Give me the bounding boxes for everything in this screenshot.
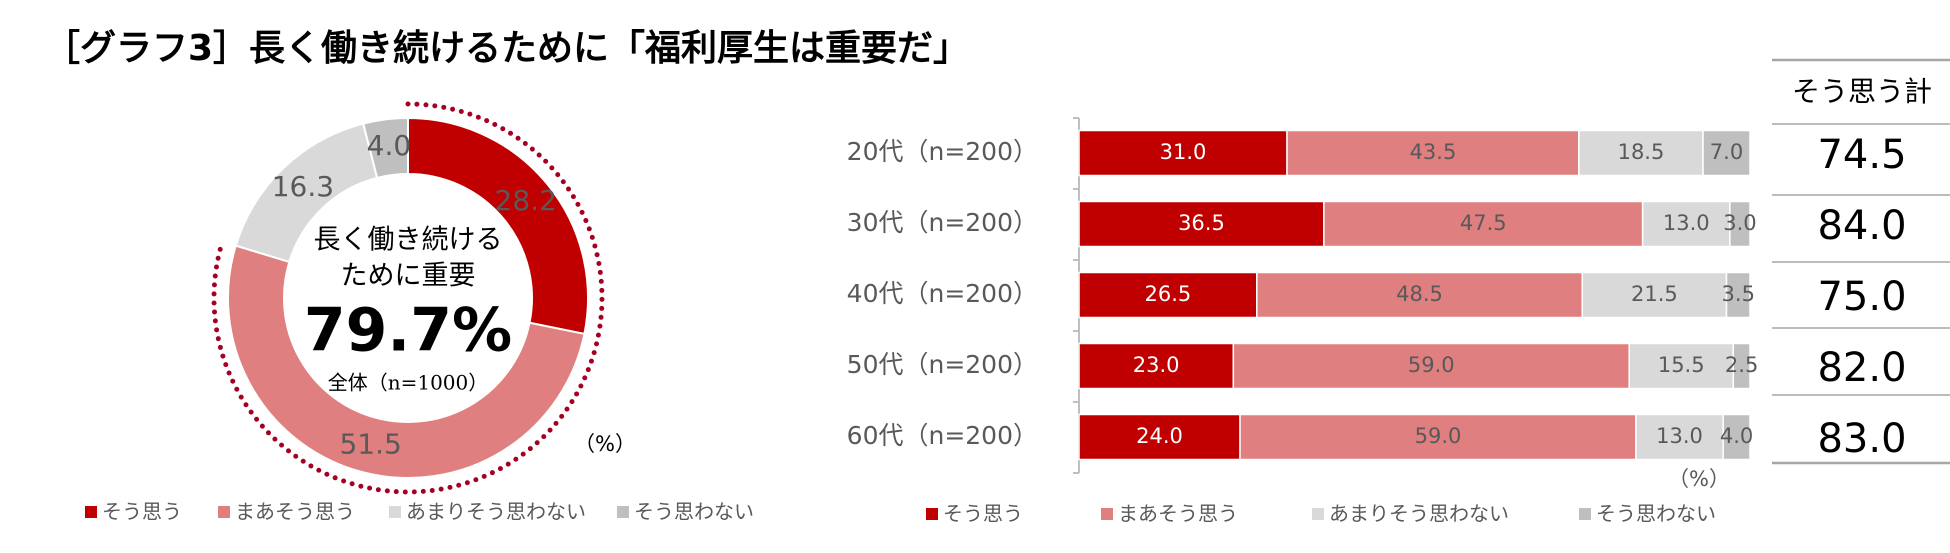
unit-label: （%） bbox=[1668, 467, 1730, 491]
bar-label: 24.0 bbox=[1136, 424, 1183, 448]
bar-label: 4.0 bbox=[1720, 424, 1753, 448]
bar-label: 43.5 bbox=[1410, 140, 1457, 164]
bar-segment bbox=[1323, 200, 1644, 248]
bar-segment bbox=[1702, 129, 1751, 177]
bar-segment bbox=[1725, 271, 1751, 319]
unit-label: （%） bbox=[574, 432, 636, 456]
legend-label: そう思わない bbox=[634, 500, 754, 524]
segment-label: 16.3 bbox=[272, 170, 334, 203]
bar-segment bbox=[1581, 271, 1728, 319]
bar-segment bbox=[1628, 342, 1734, 390]
segment-label: 4.0 bbox=[367, 129, 412, 162]
bar-label: 13.0 bbox=[1663, 211, 1710, 235]
bar-segment bbox=[1078, 413, 1241, 461]
bar-label: 36.5 bbox=[1178, 211, 1225, 235]
legend-swatch bbox=[1101, 508, 1113, 520]
bar-label: 31.0 bbox=[1160, 140, 1207, 164]
bar-segment bbox=[1078, 200, 1325, 248]
bar-segment bbox=[1232, 342, 1630, 390]
agree-arc bbox=[211, 101, 605, 495]
total-value: 74.5 bbox=[1817, 132, 1906, 178]
bar-label: 59.0 bbox=[1415, 424, 1462, 448]
donut-segment bbox=[227, 244, 586, 479]
segment-label: 28.2 bbox=[495, 184, 557, 217]
total-value: 83.0 bbox=[1817, 416, 1906, 462]
legend-label: あまりそう思わない bbox=[406, 500, 586, 524]
bar-label: 13.0 bbox=[1656, 424, 1703, 448]
segment-label: 51.5 bbox=[339, 427, 401, 460]
category-label: 50代（n=200） bbox=[847, 350, 1038, 379]
bar-segment bbox=[1286, 129, 1580, 177]
donut-segment bbox=[407, 116, 589, 336]
legend-label: そう思う bbox=[943, 502, 1023, 526]
bar-label: 3.0 bbox=[1723, 211, 1756, 235]
center-note: 全体（n=1000） bbox=[328, 371, 489, 395]
bar-label: 2.5 bbox=[1725, 353, 1758, 377]
donut-segment bbox=[362, 116, 409, 180]
legend-swatch bbox=[926, 508, 938, 520]
bar-label: 59.0 bbox=[1408, 353, 1455, 377]
bar-label: 18.5 bbox=[1618, 140, 1665, 164]
legend-swatch bbox=[1312, 508, 1324, 520]
category-label: 30代（n=200） bbox=[847, 208, 1038, 237]
category-label: 60代（n=200） bbox=[847, 421, 1038, 450]
bar-segment bbox=[1722, 413, 1751, 461]
center-text: ために重要 bbox=[341, 261, 476, 292]
bar-label: 21.5 bbox=[1631, 282, 1678, 306]
legend-label: そう思わない bbox=[1596, 502, 1716, 526]
bar-segment bbox=[1729, 200, 1751, 248]
bar-segment bbox=[1078, 271, 1258, 319]
legend-swatch bbox=[389, 506, 401, 518]
legend-swatch bbox=[85, 506, 97, 518]
bar-label: 47.5 bbox=[1460, 211, 1507, 235]
bar-label: 48.5 bbox=[1396, 282, 1443, 306]
total-value: 84.0 bbox=[1817, 203, 1906, 249]
total-header: そう思う計 bbox=[1792, 75, 1932, 108]
center-text: 長く働き続ける bbox=[314, 225, 503, 256]
legend-label: まあそう思う bbox=[235, 500, 355, 524]
bar-label: 26.5 bbox=[1145, 282, 1192, 306]
center-value: 79.7% bbox=[304, 296, 512, 366]
legend-swatch bbox=[218, 506, 230, 518]
category-label: 40代（n=200） bbox=[847, 279, 1038, 308]
total-value: 75.0 bbox=[1817, 274, 1906, 320]
bar-segment bbox=[1239, 413, 1637, 461]
legend-swatch bbox=[617, 506, 629, 518]
legend-label: まあそう思う bbox=[1118, 502, 1238, 526]
bar-segment bbox=[1641, 200, 1731, 248]
bar-label: 23.0 bbox=[1133, 353, 1180, 377]
legend-swatch bbox=[1579, 508, 1591, 520]
bar-segment bbox=[1078, 129, 1288, 177]
bar-label: 3.5 bbox=[1722, 282, 1755, 306]
bar-segment bbox=[1256, 271, 1583, 319]
bar-segment bbox=[1578, 129, 1704, 177]
bar-label: 15.5 bbox=[1658, 353, 1705, 377]
legend-label: そう思う bbox=[102, 500, 182, 524]
category-label: 20代（n=200） bbox=[847, 137, 1038, 166]
total-value: 82.0 bbox=[1817, 345, 1906, 391]
title: ［グラフ3］長く働き続けるために「福利厚生は重要だ」 bbox=[44, 28, 969, 69]
bar-segment bbox=[1732, 342, 1751, 390]
bar-label: 7.0 bbox=[1710, 140, 1743, 164]
legend-label: あまりそう思わない bbox=[1329, 502, 1509, 526]
